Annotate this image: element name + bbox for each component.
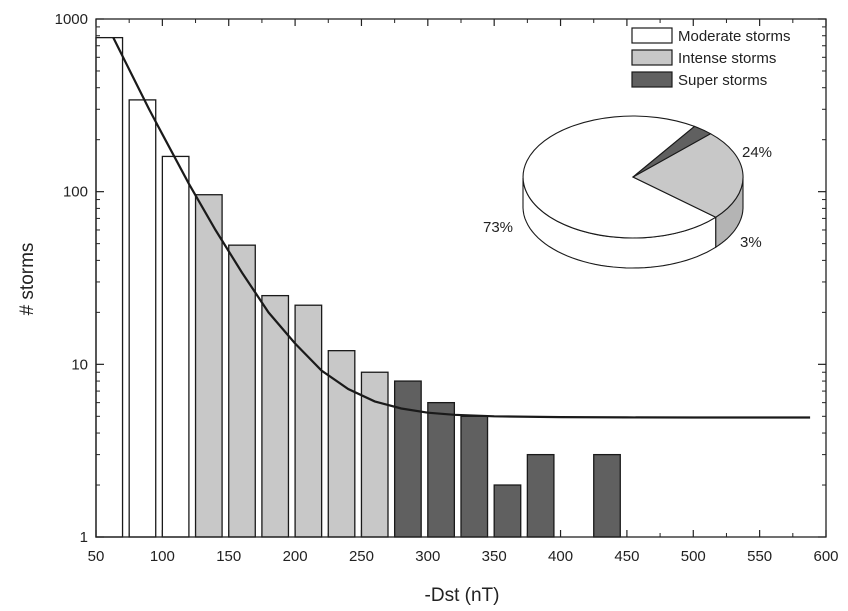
x-tick-label: 250 <box>349 548 374 565</box>
bar <box>460 415 489 538</box>
x-tick-label: 600 <box>813 548 838 565</box>
x-tick-label: 50 <box>88 548 105 565</box>
y-axis-ticks: 1 10 100 1000 <box>55 11 826 546</box>
legend-label: Intense storms <box>678 50 776 67</box>
pie-slice <box>632 125 712 178</box>
bar <box>493 484 522 538</box>
x-tick-label: 300 <box>415 548 440 565</box>
inset-pie-chart: 73% 24% 3% <box>483 115 772 269</box>
bar <box>427 401 456 538</box>
x-tick-label: 150 <box>216 548 241 565</box>
pie-label: 73% <box>483 219 513 236</box>
bar <box>593 453 621 538</box>
histogram-bars <box>95 36 621 538</box>
legend-label: Super storms <box>678 72 767 89</box>
bar <box>261 294 290 538</box>
bar <box>128 99 157 538</box>
bar <box>393 380 422 538</box>
legend-swatch <box>631 27 673 44</box>
bar <box>95 36 124 538</box>
legend: Moderate storms Intense storms Super storm… <box>631 27 791 89</box>
x-axis-ticks: 50 100 150 200 250 300 350 400 450 500 550 600 <box>88 19 839 565</box>
legend-swatch <box>631 71 673 88</box>
pie-slice <box>631 133 744 218</box>
x-tick-label: 200 <box>283 548 308 565</box>
x-tick-label: 400 <box>548 548 573 565</box>
y-tick-label: 1000 <box>55 11 88 28</box>
x-tick-label: 500 <box>681 548 706 565</box>
y-tick-label: 100 <box>63 184 88 201</box>
bar <box>228 244 256 538</box>
y-axis-title: # storms <box>17 243 38 316</box>
bar <box>526 453 555 538</box>
pie-label: 24% <box>742 144 772 161</box>
x-tick-label: 450 <box>614 548 639 565</box>
x-tick-label: 350 <box>482 548 507 565</box>
bar <box>194 194 223 538</box>
y-tick-label: 1 <box>80 529 88 546</box>
bar <box>327 350 356 538</box>
x-tick-label: 550 <box>747 548 772 565</box>
y-tick-label: 10 <box>71 356 88 373</box>
pie-label: 3% <box>740 234 762 251</box>
pie-slice <box>522 115 717 239</box>
fit-curve <box>112 37 811 419</box>
bar <box>161 155 190 538</box>
legend-label: Moderate storms <box>678 28 791 45</box>
x-tick-label: 100 <box>150 548 175 565</box>
x-axis-title: -Dst (nT) <box>425 585 500 606</box>
legend-swatch <box>631 49 673 66</box>
bar <box>294 304 323 538</box>
